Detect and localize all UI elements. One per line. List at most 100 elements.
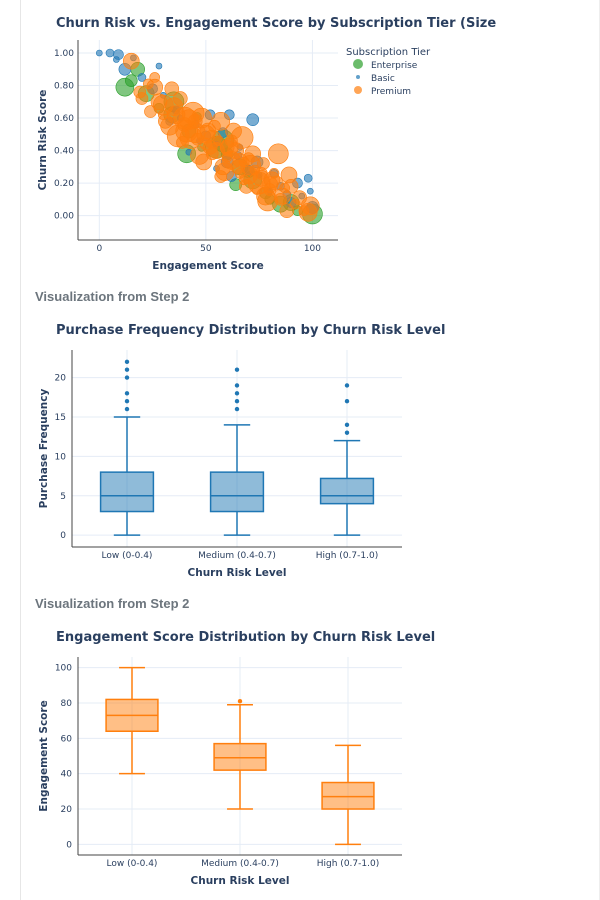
point-premium xyxy=(225,122,242,140)
outlier-point xyxy=(344,399,350,404)
chart-title: Churn Risk vs. Engagement Score by Subsc… xyxy=(56,16,496,31)
point-premium xyxy=(268,143,289,165)
point-premium xyxy=(274,193,287,206)
point-premium xyxy=(257,157,270,170)
x-axis-title: Engagement Score xyxy=(152,260,263,272)
y-tick-label: 60 xyxy=(61,734,73,744)
box-iqr xyxy=(319,477,375,505)
engagement-score-boxplot: Engagement Score Distribution by Churn R… xyxy=(38,630,435,887)
point-basic xyxy=(96,49,103,57)
purchase-frequency-boxplot: Purchase Frequency Distribution by Churn… xyxy=(38,323,445,579)
y-tick-label: 1.00 xyxy=(54,49,74,59)
point-premium xyxy=(211,112,231,131)
y-tick-label: 15 xyxy=(55,413,66,423)
point-premium xyxy=(164,81,180,97)
box-iqr xyxy=(321,781,375,810)
legend-marker-enterprise xyxy=(353,59,363,69)
x-axis-title: Churn Risk Level xyxy=(191,875,290,887)
outlier-point xyxy=(344,383,350,388)
y-tick-label: 0.20 xyxy=(54,179,74,189)
legend-label: Basic xyxy=(371,74,395,84)
y-axis-title: Purchase Frequency xyxy=(38,389,50,509)
y-tick-label: 100 xyxy=(55,664,72,674)
outlier-point xyxy=(344,430,350,435)
point-basic xyxy=(105,48,115,58)
y-tick-label: 0.00 xyxy=(54,212,74,222)
point-premium xyxy=(214,170,228,183)
point-basic xyxy=(246,113,260,126)
point-premium xyxy=(122,52,140,70)
point-premium xyxy=(149,72,161,83)
x-tick-label: 50 xyxy=(200,244,212,254)
outlier-point xyxy=(234,399,240,404)
point-premium xyxy=(261,176,279,194)
x-tick-label: 100 xyxy=(304,244,321,254)
legend-marker-basic xyxy=(356,75,360,79)
point-basic xyxy=(113,56,120,63)
outlier-point xyxy=(237,698,243,704)
point-premium xyxy=(280,166,298,184)
step2-heading-1: Visualization from Step 2 xyxy=(35,289,190,304)
y-tick-label: 20 xyxy=(55,374,67,384)
y-tick-label: 0.60 xyxy=(54,114,74,124)
point-premium xyxy=(190,146,209,165)
point-enterprise xyxy=(124,74,138,87)
y-tick-label: 20 xyxy=(61,805,73,815)
x-tick-label: High (0.7-1.0) xyxy=(316,551,378,561)
outlier-point xyxy=(124,375,130,380)
y-tick-label: 0.80 xyxy=(54,82,74,92)
y-tick-label: 40 xyxy=(61,770,73,780)
x-tick-label: Low (0-0.4) xyxy=(102,551,153,561)
y-tick-label: 5 xyxy=(60,492,66,502)
point-premium xyxy=(279,203,295,219)
chart-title: Engagement Score Distribution by Churn R… xyxy=(56,630,435,645)
box-iqr xyxy=(209,471,265,513)
left-border xyxy=(20,0,21,900)
y-tick-label: 10 xyxy=(55,452,67,462)
scatter-chart: Churn Risk vs. Engagement Score by Subsc… xyxy=(37,16,496,272)
point-premium xyxy=(143,78,154,90)
outlier-point xyxy=(124,391,130,396)
point-basic xyxy=(137,73,147,82)
point-premium xyxy=(219,140,235,155)
box-iqr xyxy=(99,471,155,513)
point-premium xyxy=(298,205,310,217)
y-axis-title: Churn Risk Score xyxy=(37,90,49,191)
y-axis-title: Engagement Score xyxy=(38,700,50,811)
point-basic xyxy=(306,187,314,195)
point-premium xyxy=(173,106,196,130)
point-premium xyxy=(242,152,255,165)
x-tick-label: 0 xyxy=(96,244,102,254)
outlier-point xyxy=(124,359,130,365)
box-iqr xyxy=(213,742,267,771)
chart-title: Purchase Frequency Distribution by Churn… xyxy=(56,323,445,338)
point-premium xyxy=(152,94,174,116)
outlier-point xyxy=(234,406,240,412)
point-premium xyxy=(196,125,216,144)
point-premium xyxy=(234,168,246,179)
x-axis-title: Churn Risk Level xyxy=(188,567,287,579)
x-tick-label: Medium (0.4-0.7) xyxy=(201,859,279,869)
outlier-point xyxy=(124,399,130,404)
outlier-point xyxy=(234,367,240,372)
outlier-point xyxy=(234,391,240,396)
step2-heading-2: Visualization from Step 2 xyxy=(35,596,190,611)
outlier-point xyxy=(344,422,350,428)
legend-label: Premium xyxy=(371,87,411,97)
outlier-point xyxy=(124,367,130,372)
point-premium xyxy=(133,85,147,99)
y-tick-label: 80 xyxy=(61,699,73,709)
point-basic xyxy=(303,173,313,183)
point-basic xyxy=(155,62,163,70)
outlier-point xyxy=(124,406,130,412)
y-tick-label: 0 xyxy=(66,840,72,850)
x-tick-label: Low (0-0.4) xyxy=(107,859,158,869)
y-tick-label: 0 xyxy=(60,531,66,541)
legend-label: Enterprise xyxy=(371,61,418,71)
outlier-point xyxy=(234,383,240,388)
point-premium xyxy=(172,91,188,106)
point-premium xyxy=(239,179,254,194)
legend-title: Subscription Tier xyxy=(346,47,431,58)
legend-marker-premium xyxy=(354,86,362,94)
x-tick-label: Medium (0.4-0.7) xyxy=(198,551,276,561)
